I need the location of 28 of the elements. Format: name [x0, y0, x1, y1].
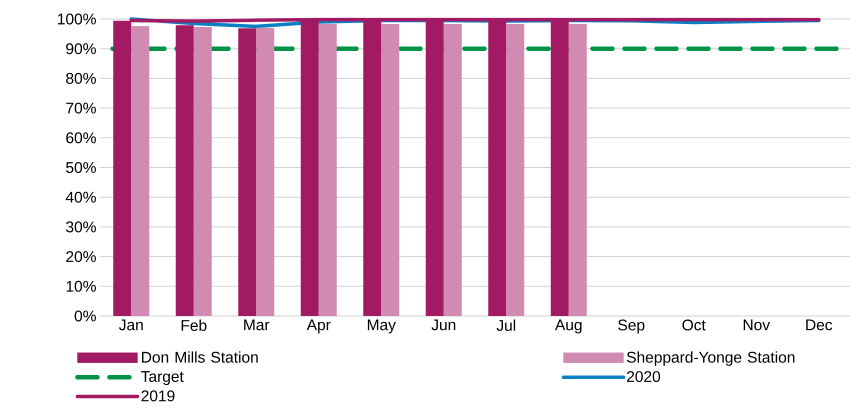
legend-label: Target: [141, 371, 184, 386]
y-tick-label: 90%: [66, 43, 96, 54]
legend-label: Sheppard-Yonge Station: [626, 351, 794, 366]
y-tick-label: 100%: [58, 14, 96, 24]
y-tick-label: 30%: [66, 221, 96, 232]
y-tick-label: 70%: [66, 102, 96, 114]
x-tick-label: Sep: [618, 320, 644, 334]
x-tick-label: Nov: [744, 320, 770, 330]
x-tick-label: May: [368, 320, 396, 334]
y-tick-label: 20%: [66, 251, 96, 262]
x-tick-label: Aug: [554, 320, 582, 334]
legend-label: Don Mills Station: [142, 351, 258, 363]
legend-label: 2019: [142, 390, 174, 402]
x-tick-label: Jan: [119, 320, 143, 330]
y-tick-label: 50%: [66, 162, 96, 173]
x-tick-label: Jun: [432, 320, 456, 330]
x-tick-label: Oct: [682, 320, 706, 330]
legend-label: 2020: [627, 371, 660, 382]
y-tick-label: 0%: [74, 310, 96, 322]
y-tick-label: 40%: [66, 192, 96, 203]
x-tick-label: Feb: [182, 320, 206, 331]
y-tick-label: 10%: [66, 280, 96, 292]
x-tick-label: Mar: [244, 320, 270, 330]
y-tick-label: 80%: [66, 72, 96, 84]
y-tick-label: 60%: [66, 132, 96, 144]
x-tick-label: Dec: [806, 320, 832, 330]
x-tick-label: Jul: [496, 320, 516, 331]
x-tick-label: Apr: [306, 320, 331, 334]
